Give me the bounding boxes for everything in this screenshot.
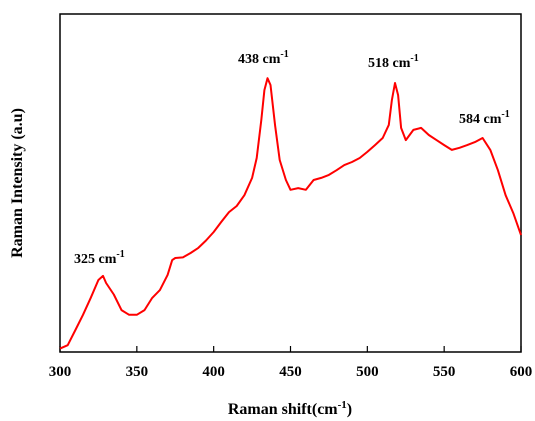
- annotation-sup: -1: [410, 53, 418, 64]
- annotation-sup: -1: [116, 249, 124, 260]
- annotation-text: 438 cm: [238, 52, 281, 67]
- y-axis-label: Raman Intensity (a.u): [9, 108, 26, 258]
- x-label-sup: -1: [338, 399, 347, 411]
- annotation-sup: -1: [280, 49, 288, 60]
- x-tick-label: 600: [510, 364, 533, 380]
- x-label-end: ): [347, 401, 352, 418]
- peak-annotation: 518 cm-1: [368, 53, 419, 71]
- x-label-text: Raman shift(cm: [228, 401, 338, 418]
- annotation-sup: -1: [501, 109, 509, 120]
- x-tick-label: 450: [279, 364, 302, 380]
- x-tick-label: 400: [202, 364, 225, 380]
- annotation-text: 325 cm: [74, 252, 117, 267]
- peak-annotation: 325 cm-1: [74, 249, 125, 267]
- x-tick-label: 300: [49, 364, 72, 380]
- x-tick-label: 550: [433, 364, 456, 380]
- annotation-text: 518 cm: [368, 56, 411, 71]
- plot-frame: [59, 13, 522, 353]
- peak-annotation: 438 cm-1: [238, 49, 289, 67]
- x-axis-label: Raman shift(cm-1): [228, 399, 352, 418]
- x-tick-label: 350: [126, 364, 149, 380]
- annotation-text: 584 cm: [459, 112, 502, 127]
- peak-annotation: 584 cm-1: [459, 109, 510, 127]
- spectrum-line: [59, 77, 522, 350]
- x-tick-label: 500: [356, 364, 379, 380]
